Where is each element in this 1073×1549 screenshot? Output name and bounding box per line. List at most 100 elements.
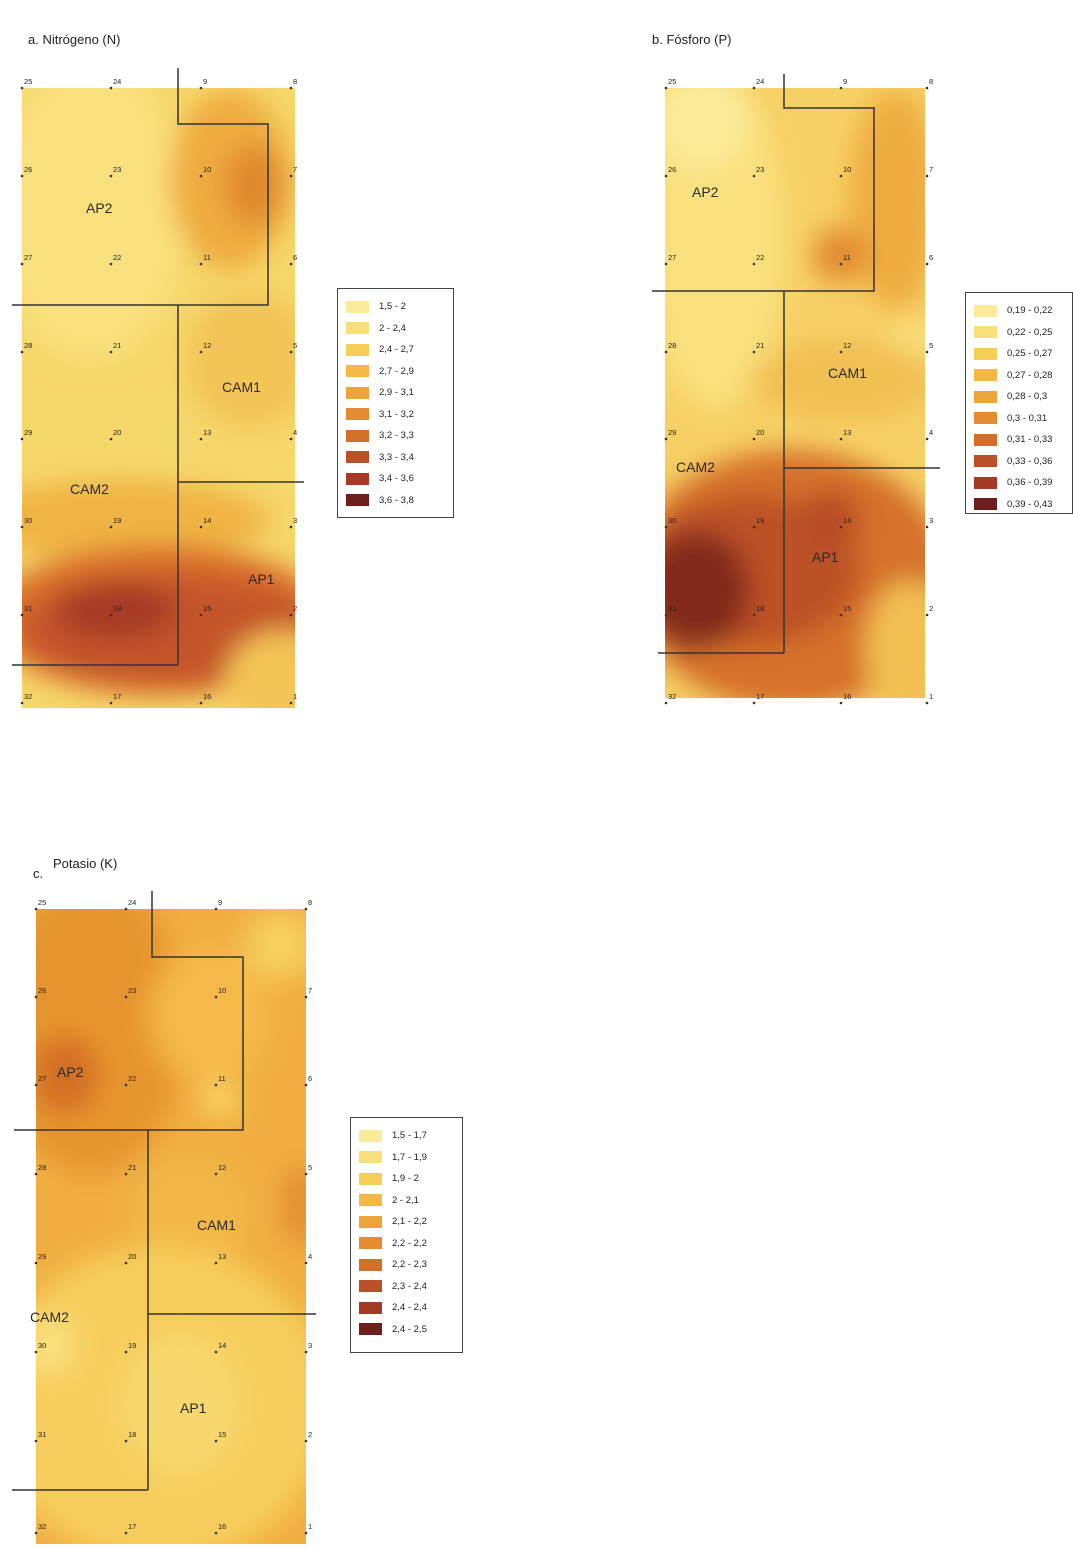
sample-point-marker xyxy=(304,1439,308,1443)
sample-point-label: 30 xyxy=(668,516,676,525)
legend-label: 2,4 - 2,7 xyxy=(379,344,414,356)
sample-point-marker xyxy=(199,437,203,441)
sample-point-label: 22 xyxy=(113,253,121,262)
legend-swatch xyxy=(346,300,369,313)
legend-label: 0,33 - 0,36 xyxy=(1007,455,1053,467)
legend-item: 2,7 - 2,9 xyxy=(346,361,445,383)
sample-point-marker xyxy=(199,350,203,354)
legend-label: 0,3 - 0,31 xyxy=(1007,412,1048,424)
legend-label: 0,19 - 0,22 xyxy=(1007,305,1053,317)
legend-item: 2,4 - 2,4 xyxy=(359,1297,454,1319)
legend-swatch xyxy=(974,347,997,360)
sample-point-marker xyxy=(839,350,843,354)
sample-point-label: 15 xyxy=(843,604,851,613)
legend-swatch xyxy=(974,455,997,468)
zone-label: AP2 xyxy=(57,1064,84,1080)
legend-swatch xyxy=(346,472,369,485)
sample-point-marker xyxy=(124,1531,128,1535)
sample-point-label: 27 xyxy=(24,253,32,262)
legend-swatch xyxy=(346,343,369,356)
legend-item: 2 - 2,1 xyxy=(359,1190,454,1212)
sample-point-label: 23 xyxy=(113,165,121,174)
sample-point-label: 5 xyxy=(293,341,297,350)
sample-point-label: 27 xyxy=(38,1074,46,1083)
legend-swatch xyxy=(346,494,369,507)
sample-point-label: 24 xyxy=(756,77,764,86)
sample-point-marker xyxy=(109,86,113,90)
sample-point-label: 5 xyxy=(308,1163,312,1172)
sample-point-marker xyxy=(752,262,756,266)
legend-swatch xyxy=(346,451,369,464)
sample-point-label: 16 xyxy=(218,1522,226,1531)
legend-label: 0,25 - 0,27 xyxy=(1007,348,1053,360)
legend-item: 1,5 - 1,7 xyxy=(359,1125,454,1147)
sample-point-label: 16 xyxy=(843,692,851,701)
legend-item: 0,31 - 0,33 xyxy=(974,429,1064,451)
legend-label: 3,4 - 3,6 xyxy=(379,473,414,485)
sample-point-label: 11 xyxy=(203,253,211,262)
sample-point-marker xyxy=(839,525,843,529)
phosphorus-map: 25 24 9 826 23 10 727 22 11 628 21 12 529 20 13 430 19 14… xyxy=(652,74,940,705)
sample-point-label: 25 xyxy=(38,898,46,907)
sample-point-label: 19 xyxy=(113,516,121,525)
potassium-map: 25 24 9 826 23 10 727 22 11 628 21 12 529 20 13 430 19 14… xyxy=(12,891,316,1544)
sample-point-label: 16 xyxy=(203,692,211,701)
zone-label: CAM1 xyxy=(828,365,867,381)
sample-point-label: 7 xyxy=(308,986,312,995)
sample-point-label: 3 xyxy=(929,516,933,525)
sample-point-marker xyxy=(664,525,668,529)
sample-point-marker xyxy=(20,437,24,441)
sample-point-marker xyxy=(925,350,929,354)
legend-item: 3,4 - 3,6 xyxy=(346,468,445,490)
sample-point-label: 8 xyxy=(308,898,312,907)
sample-point-label: 2 xyxy=(293,604,297,613)
sample-point-label: 13 xyxy=(843,428,851,437)
sample-point-marker xyxy=(199,262,203,266)
sample-point-label: 17 xyxy=(756,692,764,701)
nitrogen-legend: 1,5 - 2 2 - 2,4 2,4 - 2,7 2,7 - 2,9 2,9 - 3,… xyxy=(337,288,454,518)
phosphorus-legend: 0,19 - 0,22 0,22 - 0,25 0,25 - 0,27 0,27 - … xyxy=(965,292,1073,514)
sample-point-marker xyxy=(925,86,929,90)
legend-item: 2,2 - 2,2 xyxy=(359,1233,454,1255)
legend-swatch xyxy=(359,1323,382,1336)
legend-label: 3,3 - 3,4 xyxy=(379,451,414,463)
sample-point-label: 10 xyxy=(218,986,226,995)
zone-label: AP1 xyxy=(180,1400,207,1416)
sample-point-label: 28 xyxy=(668,341,676,350)
sample-point-marker xyxy=(304,1261,308,1265)
sample-point-marker xyxy=(664,86,668,90)
sample-point-marker xyxy=(124,1083,128,1087)
sample-point-label: 19 xyxy=(756,516,764,525)
sample-point-label: 3 xyxy=(293,516,297,525)
nitrogen-map: 25 24 9 826 23 10 727 22 11 628 21 12 529 20 13 430 19 14… xyxy=(12,68,304,708)
legend-swatch xyxy=(359,1172,382,1185)
legend-swatch xyxy=(359,1194,382,1207)
legend-swatch xyxy=(974,433,997,446)
legend-item: 0,27 - 0,28 xyxy=(974,365,1064,387)
sample-point-label: 2 xyxy=(929,604,933,613)
sample-point-marker xyxy=(304,907,308,911)
sample-point-label: 19 xyxy=(128,1341,136,1350)
sample-point-label: 10 xyxy=(203,165,211,174)
title-potassium: Potasio (K) xyxy=(53,856,118,871)
sample-point-label: 20 xyxy=(113,428,121,437)
zone-label: AP2 xyxy=(692,184,719,200)
sample-point-marker xyxy=(664,350,668,354)
sample-point-label: 8 xyxy=(929,77,933,86)
sample-point-marker xyxy=(752,174,756,178)
sample-point-label: 9 xyxy=(843,77,847,86)
legend-label: 3,2 - 3,3 xyxy=(379,430,414,442)
sample-point-marker xyxy=(109,437,113,441)
sample-point-label: 26 xyxy=(668,165,676,174)
sample-point-marker xyxy=(124,1439,128,1443)
legend-swatch xyxy=(346,386,369,399)
sample-point-marker xyxy=(304,1531,308,1535)
legend-label: 0,22 - 0,25 xyxy=(1007,326,1053,338)
legend-item: 3,1 - 3,2 xyxy=(346,404,445,426)
sample-point-label: 22 xyxy=(756,253,764,262)
sample-point-marker xyxy=(199,613,203,617)
sample-point-marker xyxy=(124,1261,128,1265)
legend-label: 2,2 - 2,3 xyxy=(392,1259,427,1271)
sample-point-label: 12 xyxy=(843,341,851,350)
sample-point-marker xyxy=(925,174,929,178)
